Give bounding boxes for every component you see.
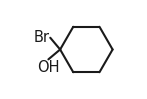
Text: Br: Br <box>33 30 49 45</box>
Text: OH: OH <box>37 60 60 75</box>
